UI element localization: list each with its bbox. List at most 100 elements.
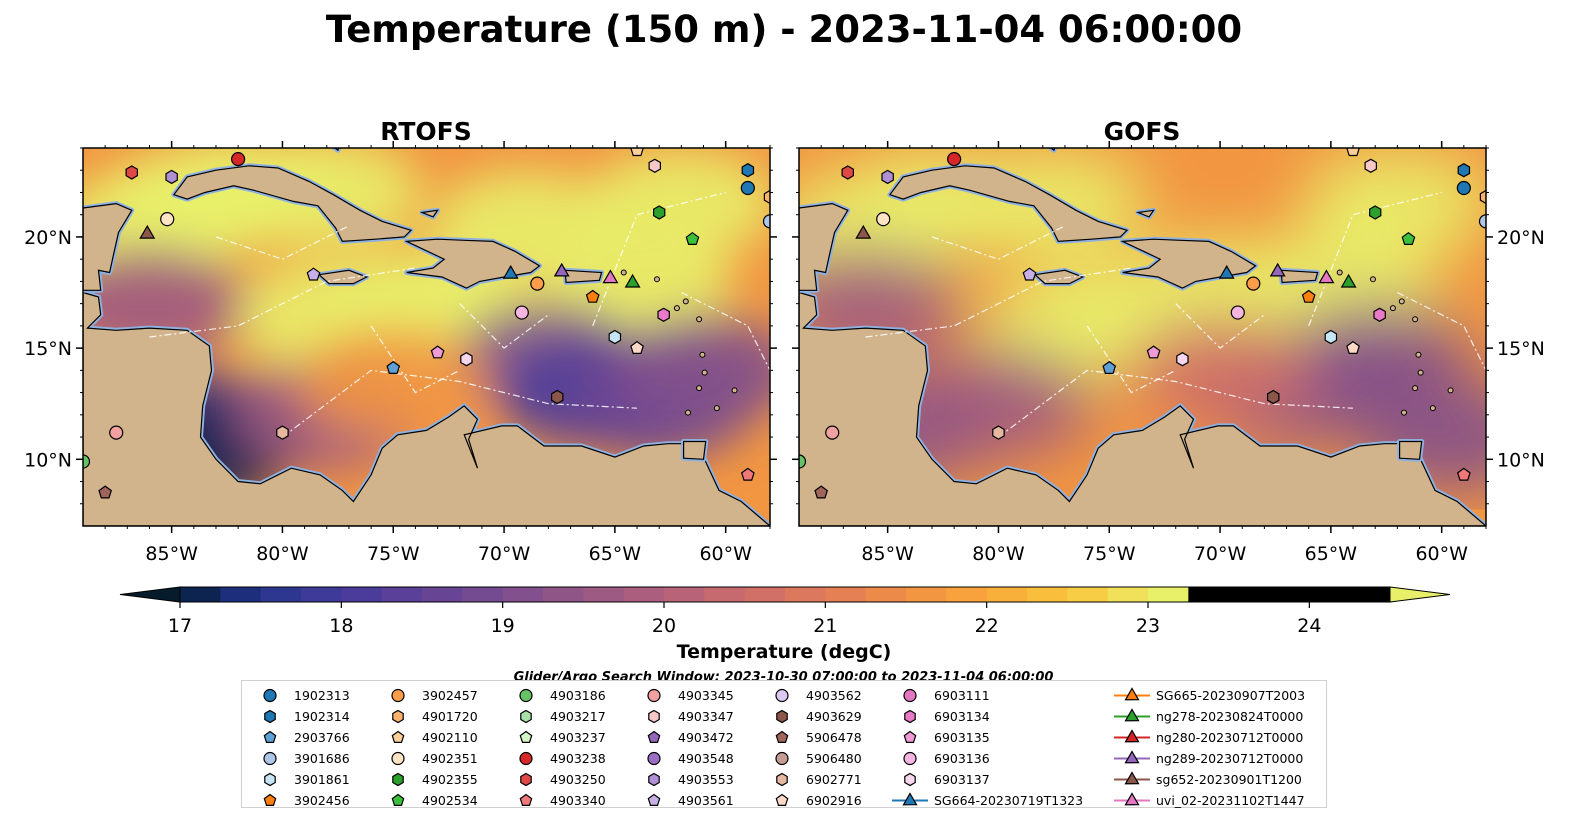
rtofs-island <box>713 405 720 412</box>
rtofs-eez-boundary <box>282 369 638 438</box>
legend-label: uvi_02-20231102T1447 <box>1156 793 1305 808</box>
colorbar-bin <box>986 587 1028 602</box>
legend-marker-hexagon <box>520 772 532 787</box>
gofs-lon-tick-label: 70°W <box>1194 543 1247 565</box>
gofs-land-puerto-rico <box>1280 269 1319 284</box>
colorbar-bin <box>462 587 504 602</box>
colorbar-bin <box>1349 587 1391 602</box>
colorbar-tick-label: 24 <box>1297 615 1321 637</box>
legend-float-marker <box>519 730 533 743</box>
rtofs-glider-ng289-20230712T0000 <box>553 262 570 277</box>
legend-label: 3902457 <box>422 688 478 703</box>
legend-label: 5906478 <box>806 730 862 745</box>
legend-marker-triangle <box>1114 750 1150 764</box>
legend-float-marker <box>647 751 661 766</box>
legend-float-marker <box>519 688 533 703</box>
rtofs-float-4903347 <box>648 158 662 173</box>
colorbar-bin <box>381 587 423 602</box>
legend-marker-hexagon <box>904 709 916 724</box>
legend-float-marker <box>903 688 917 703</box>
legend-float-marker <box>263 751 277 766</box>
legend-glider-marker <box>1124 771 1140 785</box>
legend-label: 4903562 <box>806 688 862 703</box>
legend-float-marker <box>775 793 789 806</box>
rtofs-float-4902534 <box>685 231 700 245</box>
rtofs-glider-ng278-20230824T0000 <box>624 273 641 288</box>
rtofs-float-3901686 <box>762 214 770 229</box>
map-panel-gofs <box>799 148 1577 526</box>
legend-float-marker <box>391 688 405 703</box>
colorbar-bin <box>220 587 262 602</box>
legend-label: 1902314 <box>294 709 350 724</box>
gofs-float-6903134 <box>1373 307 1386 322</box>
legend-marker-pentagon <box>903 730 917 743</box>
legend-label: 4903237 <box>550 730 606 745</box>
rtofs-island <box>653 276 660 283</box>
legend-label: 4903250 <box>550 772 606 787</box>
legend-marker-hexagon <box>776 709 788 724</box>
legend-label: 6903137 <box>934 772 990 787</box>
legend-float-marker <box>263 793 277 806</box>
rtofs-island <box>685 409 692 416</box>
gofs-float-6903137 <box>1176 352 1189 367</box>
legend-label: 6903134 <box>934 709 990 724</box>
gofs-float-4903345 <box>825 425 840 440</box>
legend-marker-circle <box>391 688 405 703</box>
legend-label: 3902456 <box>294 793 350 808</box>
legend-marker-triangle <box>1114 771 1150 785</box>
gofs-float-4903186 <box>799 454 807 469</box>
rtofs-float-4902355 <box>652 205 666 220</box>
rtofs-float-4903250 <box>125 165 138 180</box>
legend-glider-marker <box>1124 708 1140 722</box>
legend-marker-triangle <box>1114 687 1150 701</box>
colorbar-bin <box>260 587 302 602</box>
legend-label: 1902313 <box>294 688 350 703</box>
legend-glider-marker <box>1124 687 1140 701</box>
rtofs-float-4903345 <box>109 425 124 440</box>
rtofs-temp-blob <box>608 315 770 426</box>
gofs-island <box>1417 369 1424 376</box>
lat-tick-label-right: 10°N <box>1497 449 1545 471</box>
legend-label: 4903472 <box>678 730 734 745</box>
rtofs-float-2903766 <box>386 360 401 374</box>
panel-title-gofs: GOFS <box>1104 117 1181 146</box>
legend-float-marker <box>903 730 917 743</box>
rtofs-float-6902916 <box>630 340 644 354</box>
legend-label: 4902351 <box>422 751 478 766</box>
colorbar-tick-label: 20 <box>652 615 676 637</box>
legend-marker-pentagon <box>263 730 277 743</box>
gofs-lon-tick-label: 75°W <box>1083 543 1136 565</box>
gofs-land-cuba <box>888 165 1129 243</box>
colorbar-bin <box>1107 587 1149 602</box>
colorbar-tick-label: 22 <box>975 615 999 637</box>
colorbar-bin <box>543 587 584 602</box>
colorbar-bin <box>1188 587 1230 602</box>
rtofs-land-trinidad <box>682 440 707 460</box>
gofs-float-3901861 <box>1324 329 1338 345</box>
legend-float-marker <box>264 772 276 787</box>
lat-tick-label-left: 10°N <box>24 449 72 471</box>
legend-marker-circle <box>263 751 277 766</box>
gofs-eez-boundary <box>998 369 1354 438</box>
colorbar-tick-label: 17 <box>168 615 192 637</box>
legend-float-marker <box>648 772 660 787</box>
legend-marker-circle <box>263 688 277 703</box>
rtofs-island <box>731 387 738 394</box>
legend-glider-marker <box>1124 792 1140 806</box>
gofs-temp-blob <box>903 348 1094 459</box>
rtofs-island <box>682 298 689 305</box>
gofs-float-6903135 <box>1146 345 1161 359</box>
legend-label: 4902110 <box>422 730 478 745</box>
rtofs-float-6902771 <box>276 425 289 440</box>
gofs-float-4903237 <box>1569 275 1577 287</box>
gofs-lon-tick-label: 65°W <box>1305 543 1358 565</box>
gofs-float-4902355 <box>1368 205 1382 220</box>
colorbar-tick-label: 19 <box>491 615 515 637</box>
legend-marker-pentagon <box>391 730 405 743</box>
rtofs-float-4902351 <box>160 212 175 227</box>
rtofs-land-cuba <box>172 165 413 243</box>
gofs-eez-boundary <box>931 225 1066 260</box>
legend-label: ng289-20230712T0000 <box>1156 751 1304 766</box>
legend-label: SG664-20230719T1323 <box>934 793 1084 808</box>
